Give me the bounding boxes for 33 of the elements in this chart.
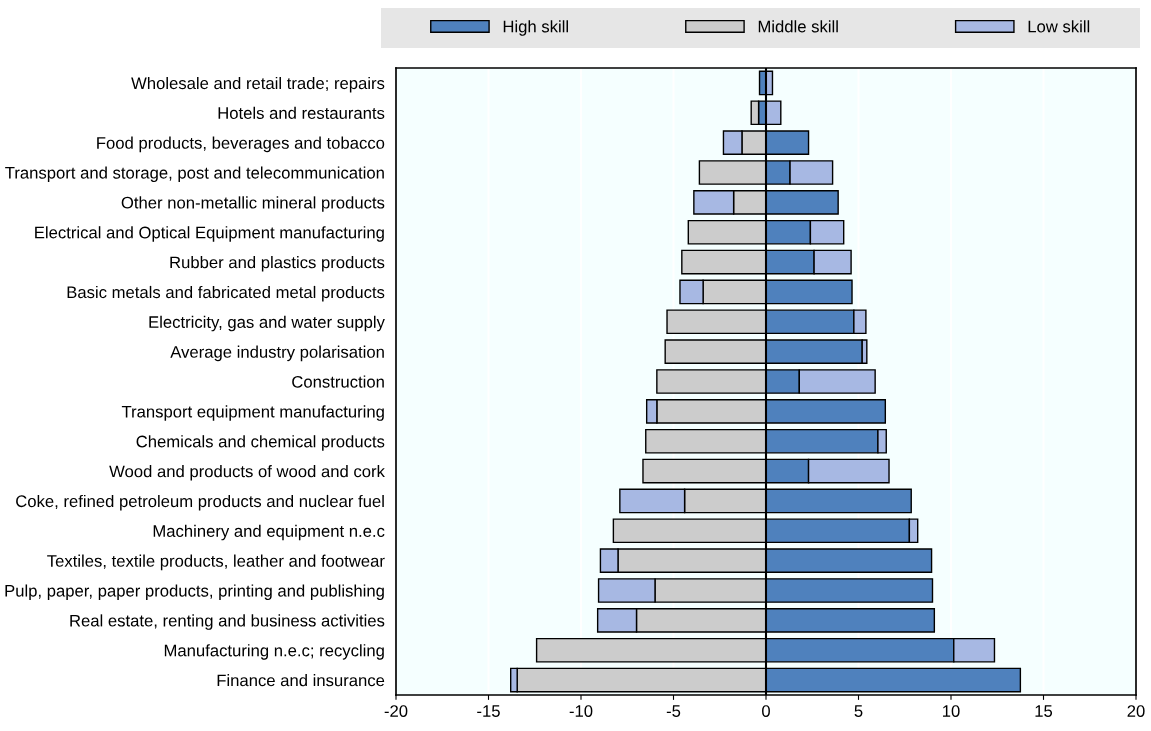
y-tick-label: Hotels and restaurants [218, 106, 385, 119]
legend-label: Middle skill [758, 20, 838, 33]
y-tick-label: Transport equipment manufacturing [121, 405, 384, 421]
y-tick-label: Construction [292, 375, 384, 388]
y-tick-label: Food products, beverages and tobacco [97, 136, 385, 153]
x-tick-label: -15 [477, 705, 500, 717]
legend-label: High skill [503, 20, 568, 36]
y-tick-label: Coke, refined petroleum products and nuclear fuel [16, 494, 384, 511]
x-tick-label: -5 [666, 705, 681, 717]
y-tick-label: Manufacturing n.e.c; recycling [164, 644, 384, 660]
x-tick-label: 10 [943, 705, 960, 717]
y-tick-label: Rubber and plastics products [170, 256, 385, 272]
y-tick-label: Electricity, gas and water supply [149, 315, 385, 332]
y-tick-label: Transport and storage, post and telecommunication [5, 166, 384, 182]
x-tick-label: -10 [569, 705, 593, 717]
y-tick-label: Textiles, textile products, leather and footwear [47, 554, 385, 571]
x-tick-label: 5 [854, 705, 863, 717]
y-tick-label: Machinery and equipment n.e.c [153, 524, 385, 541]
y-tick-label: Pulp, paper, paper products, printing and publishing [5, 584, 384, 600]
x-tick-label: 0 [762, 705, 770, 717]
y-tick-label: Electrical and Optical Equipment manufacturing [35, 226, 384, 242]
y-tick-label: Other non-metallic mineral products [121, 196, 385, 212]
y-tick-label: Wholesale and retail trade; repairs [131, 76, 385, 93]
y-tick-label: Average industry polarisation [170, 345, 384, 362]
y-tick-label: Finance and insurance [217, 674, 385, 687]
legend-label: Low skill [1028, 20, 1090, 33]
x-tick-label: 20 [1127, 705, 1145, 717]
y-tick-label: Real estate, renting and business activities [70, 614, 385, 630]
x-tick-label: -20 [384, 705, 408, 717]
y-tick-label: Basic metals and fabricated metal products [67, 285, 385, 302]
y-tick-label: Wood and products of wood and cork [109, 465, 385, 481]
x-tick-label: 15 [1035, 705, 1053, 717]
y-tick-label: Chemicals and chemical products [136, 435, 385, 451]
